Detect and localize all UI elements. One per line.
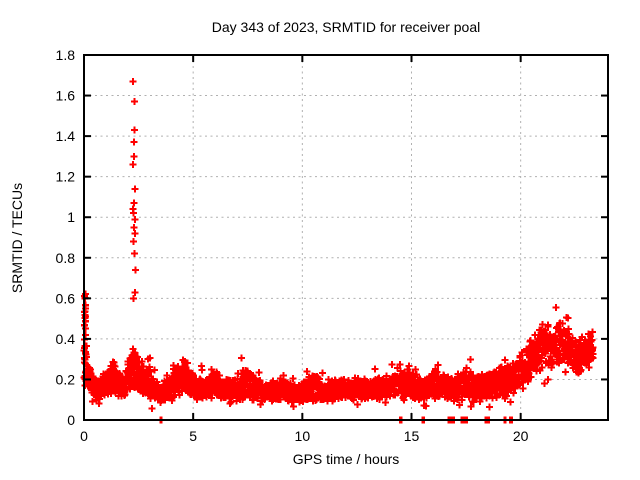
chart-title: Day 343 of 2023, SRMTID for receiver poa… bbox=[212, 19, 480, 35]
x-tick-label: 10 bbox=[295, 428, 311, 444]
y-axis-label: SRMTID / TECUs bbox=[9, 183, 25, 293]
y-tick-label: 1.6 bbox=[56, 88, 76, 104]
y-tick-label: 1.8 bbox=[56, 47, 76, 63]
x-axis-label: GPS time / hours bbox=[293, 451, 400, 467]
plot-frame bbox=[83, 54, 609, 421]
x-tick-label: 15 bbox=[404, 428, 420, 444]
plot-border bbox=[83, 54, 609, 421]
data-point-markers bbox=[80, 78, 597, 424]
x-tick-label: 20 bbox=[513, 428, 529, 444]
tick-labels: 0 5 10 15 20 0 0.2 0.4 0.6 0.8 1 1.2 1.4 1.6 1.8 bbox=[56, 47, 529, 444]
y-tick-label: 0.6 bbox=[56, 290, 76, 306]
y-tick-label: 0 bbox=[67, 412, 75, 428]
scatter-points bbox=[80, 78, 597, 424]
y-tick-label: 1 bbox=[67, 209, 75, 225]
y-tick-label: 1.4 bbox=[56, 128, 76, 144]
y-tick-label: 0.2 bbox=[56, 371, 76, 387]
x-tick-label: 0 bbox=[80, 428, 88, 444]
y-tick-label: 1.2 bbox=[56, 169, 76, 185]
y-tick-label: 0.8 bbox=[56, 250, 76, 266]
y-tick-label: 0.4 bbox=[56, 331, 76, 347]
x-tick-label: 5 bbox=[189, 428, 197, 444]
axis-ticks bbox=[83, 54, 608, 421]
